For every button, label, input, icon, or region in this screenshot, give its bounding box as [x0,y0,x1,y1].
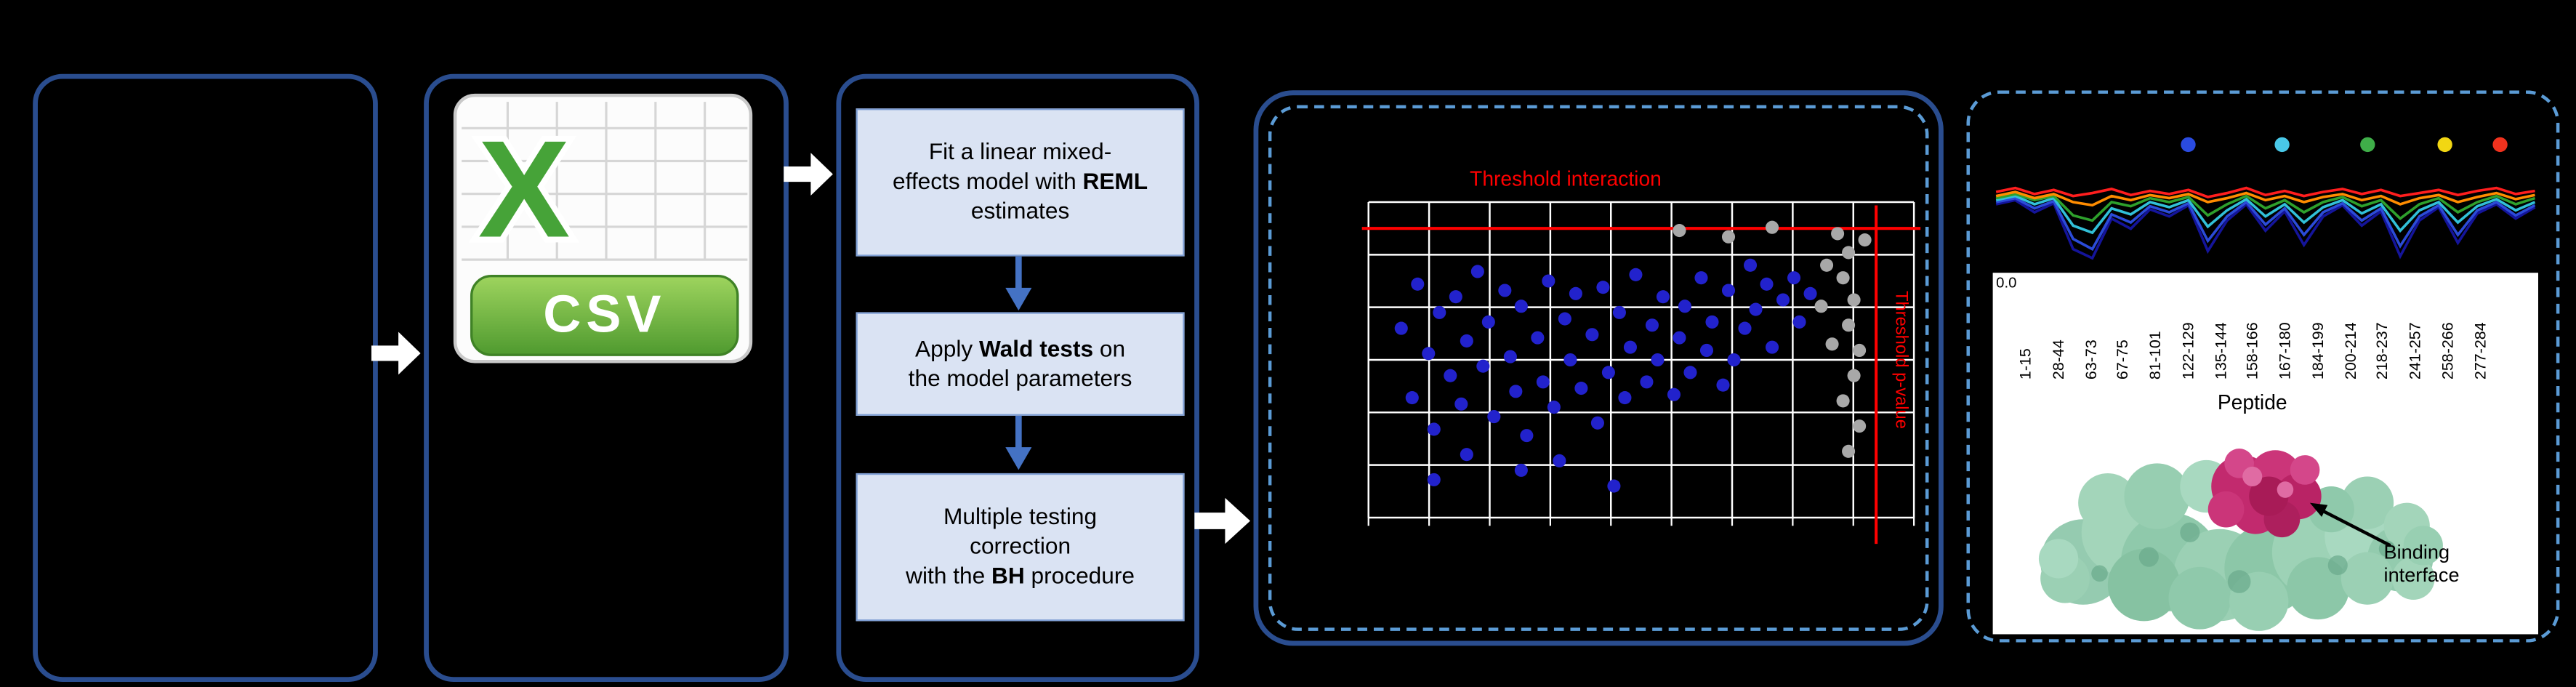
scatter-grid [1367,201,1915,526]
deuteration-line-chart [1995,137,2536,260]
step-text-post: on the model parameters [908,334,1132,390]
peptide-tick-label: 158-166 [2245,322,2263,380]
binding-interface-label: Binding interface [2383,540,2460,587]
csv-banner [470,275,739,356]
step-wald-tests: Apply Wald tests on the model parameters [856,312,1185,416]
peptide-tick-label: 218-237 [2374,322,2393,380]
results-plot-dashed-frame [1268,105,1929,631]
results-plot-box: Threshold interaction Threshold p-value [1253,90,1944,646]
peptide-axis: 1-15 28-44 63-73 67-75 81-101 122-129 135-144 1… [2017,278,2490,380]
peptide-tick-label: 200-214 [2341,322,2360,380]
peptide-tick-label: 167-180 [2277,322,2295,380]
peptide-tick-label: 184-199 [2309,322,2328,380]
peptide-tick-label: 277-284 [2471,322,2490,380]
step-fit-model-text: Fit a linear mixed- effects model with R… [858,135,1183,230]
step-text-bold: BH [991,561,1025,589]
excel-x-logo: X [478,112,571,266]
spreadsheet-grid [462,102,748,261]
arrow-right-icon [371,332,421,375]
scatter-plot: Threshold interaction Threshold p-value [1361,166,1921,545]
peptide-tick-label: 241-257 [2407,322,2426,380]
peptide-tick-label: 135-144 [2212,322,2231,380]
protein-surface [2038,459,2443,631]
peptide-tick-label: 81-101 [2147,331,2165,380]
chart-axis-panel: 0.0 1-15 28-44 63-73 67-75 81-101 122-129 135-… [1992,273,2539,635]
step-text-pre: Apply [915,334,980,361]
step-wald-tests-text: Apply Wald tests on the model parameters [898,332,1142,397]
csv-file-box: X CSV [424,73,789,682]
step-text-pre: Fit a linear mixed- effects model with [892,138,1112,194]
peptide-tick-label: 1-15 [2017,348,2036,380]
x-axis-label: Peptide [2217,390,2287,414]
csv-file-icon: X CSV [453,93,753,363]
arrow-down-icon [1005,256,1032,311]
scatter-points [1394,220,1872,493]
peptide-tick-label: 28-44 [2050,340,2069,380]
step-text-bold: Wald tests [979,334,1094,361]
peptide-tick-label: 122-129 [2179,322,2198,380]
threshold-pvalue-label: Threshold p-value [1891,291,1910,429]
step-multiple-testing-text: Multiple testing correction with the BH … [896,499,1145,594]
deuteration-lines [1995,186,2536,260]
binding-interface-region [2207,449,2322,538]
arrow-right-icon [1194,497,1251,545]
step-fit-model: Fit a linear mixed- effects model with R… [856,108,1185,257]
csv-banner-label: CSV [543,286,666,344]
hdx-result-box: 0.0 1-15 28-44 63-73 67-75 81-101 122-129 135-… [1966,90,2560,643]
threshold-interaction-label: Threshold interaction [1470,166,1662,190]
step-text-pre: Multiple testing correction with the [906,502,1098,589]
step-text-bold: REML [1082,167,1148,194]
step-text-post: procedure [1024,561,1135,589]
binding-arrow-icon [2309,502,2391,547]
protein-structure-image [2038,449,2443,631]
legend-dots [2181,137,2508,153]
peptide-tick-label: 67-75 [2114,340,2133,380]
step-text-post: estimates [970,197,1070,224]
peptide-tick-label: 258-266 [2439,322,2458,380]
stats-workflow-box: Fit a linear mixed- effects model with R… [836,73,1199,682]
arrow-down-icon [1005,415,1032,470]
input-data-box [33,73,378,682]
step-multiple-testing: Multiple testing correction with the BH … [856,473,1185,622]
threshold-lines [1361,205,1921,545]
y-axis-tick: 0.0 [1996,274,2017,292]
peptide-tick-label: 63-73 [2082,340,2101,380]
arrow-right-icon [784,153,833,196]
